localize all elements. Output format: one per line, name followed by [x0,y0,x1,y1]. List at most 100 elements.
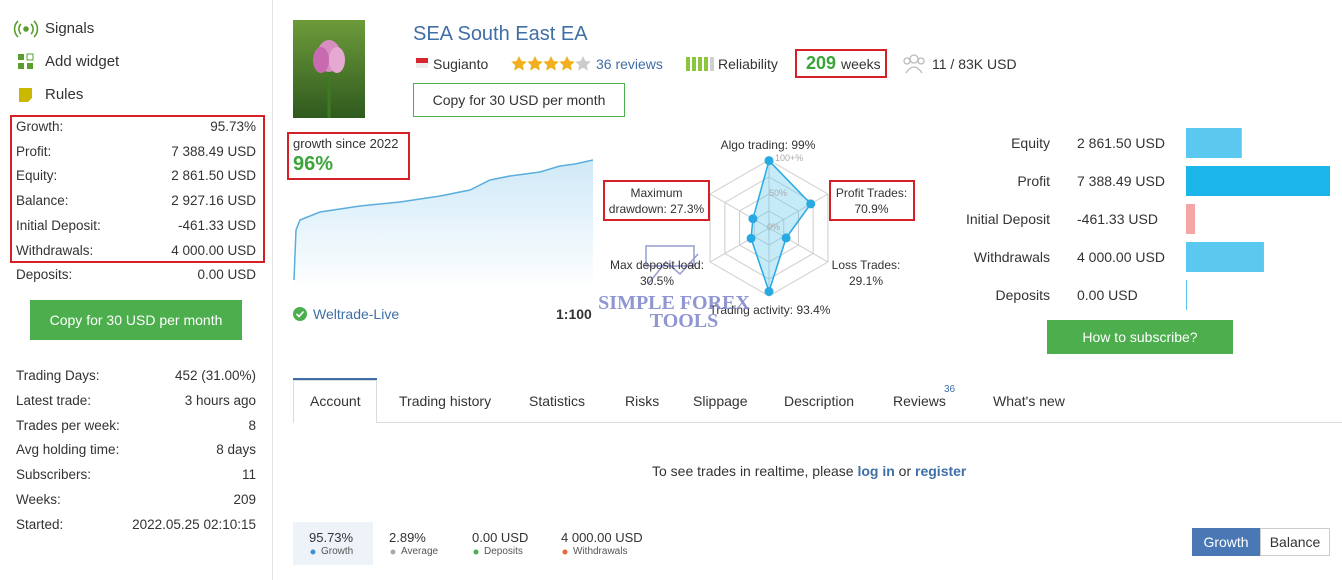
growth-line [293,159,594,281]
bar-value: 4 000.00 USD [1077,249,1165,265]
copy-button[interactable]: Copy for 30 USD per month [30,300,242,340]
total-dot [310,549,316,555]
stat-value: -461.33 USD [177,217,256,233]
radar-spoke [768,227,829,263]
radar-point [764,287,774,297]
ring-label: 100+% [775,153,804,163]
radar-spoke [709,227,770,263]
reviews[interactable]: 36 reviews [596,56,663,72]
bar-label: Profit [1017,173,1050,189]
author[interactable]: Sugianto [433,56,489,72]
stat-label: Balance: [16,193,69,209]
stat-label: Weeks: [16,492,61,507]
total-dot [390,549,396,555]
balance-bar [1186,280,1187,310]
message-or: or [898,463,912,479]
weeks-unit: weeks [841,56,881,72]
tab[interactable]: Description [784,393,855,409]
menu-item[interactable]: Add widget [45,53,120,70]
message-text: To see trades in realtime, please [652,463,854,479]
copy-button[interactable]: Copy for 30 USD per month [413,83,625,117]
register-link[interactable]: register [915,463,967,479]
menu-item[interactable]: Signals [45,20,95,37]
stat-label: Started: [16,516,64,532]
radar-value: 70.9% [854,202,889,216]
balance-bar [1186,204,1195,234]
tab[interactable]: Account [310,393,361,409]
rules-icon [19,88,32,102]
toggle-button[interactable]: Balance [1260,528,1330,556]
radar-point [746,233,756,243]
reviews-badge: 36 [944,384,956,395]
total-label: Withdrawals [573,546,628,557]
stat-label: Trading Days: [16,368,100,383]
balance-bar [1186,128,1242,158]
tab[interactable]: What's new [993,393,1065,409]
toggle-button[interactable]: Growth [1192,528,1260,556]
ring-label: 50% [769,188,788,198]
total-value: 2.89% [389,530,426,545]
bar-value: 2 861.50 USD [1077,135,1165,151]
stat-label: Trades per week: [16,417,120,433]
radar-value: 27.3% [670,202,705,216]
total-dot [473,549,479,555]
radar-value: 99% [791,138,816,152]
weeks-value: 209 [806,53,837,73]
highlight [829,180,915,221]
leverage: 1:100 [556,306,592,322]
bar-value: 0.00 USD [1077,287,1138,303]
stat-label: Latest trade: [16,392,92,408]
radar-point [764,156,774,166]
radar-name: Maximum drawdown: [608,186,683,216]
login-link[interactable]: log in [857,463,895,479]
broker[interactable]: Weltrade-Live [313,306,400,322]
flag [416,58,428,68]
total-value: 95.73% [309,530,354,545]
menu-item[interactable]: Rules [45,86,84,103]
watermark: SIMPLE FOREX TOOLS [585,292,763,332]
balance-bar [1186,166,1330,196]
radar-label: Max deposit load: 30.5% [600,257,714,289]
radar-name: Algo trading: [720,138,788,152]
verified-icon [293,307,307,321]
ring-label: 0% [767,222,781,232]
watermark-line: SIMPLE FOREX [598,292,750,314]
radar-name: Loss Trades: [831,258,901,272]
tab[interactable]: Slippage [693,393,748,409]
product-image [293,20,365,118]
growth-label: growth since 2022 [293,136,399,151]
radar-point [781,233,791,243]
widget-icon [18,53,34,69]
stat-label: Equity: [16,168,58,184]
highlight [603,180,710,221]
stat-value: 8 days [216,442,256,458]
bar-label: Equity [1011,135,1050,151]
stat-value: 2 927.16 USD [171,193,256,209]
reliability: Reliability [718,56,778,72]
growth-value: 96% [293,153,334,175]
subscribe-button[interactable]: How to subscribe? [1047,320,1233,354]
tab[interactable]: Statistics [529,393,586,409]
tab[interactable]: Risks [625,393,660,409]
watermark-line: TOOLS [649,310,719,332]
radar-label: Loss Trades: 29.1% [826,257,906,289]
tab[interactable]: Trading history [399,393,492,409]
signals-icon [13,20,39,38]
stat-value: 95.73% [210,119,256,134]
bar-label: Withdrawals [973,249,1050,265]
bar-label: Initial Deposit [965,211,1050,227]
total-label: Deposits [484,546,523,557]
stat-value: 209 [233,492,256,507]
radar-point [806,199,816,209]
total-dot [562,549,568,555]
tab[interactable]: Reviews [893,393,946,409]
radar-label: Profit Trades: 70.9% [829,185,914,217]
active-total [293,522,373,565]
highlight [287,132,410,180]
radar-value: 29.1% [848,274,884,288]
title[interactable]: SEA South East EA [413,23,588,45]
stat-label: Withdrawals: [16,242,94,258]
stat-value: 8 [248,417,256,433]
